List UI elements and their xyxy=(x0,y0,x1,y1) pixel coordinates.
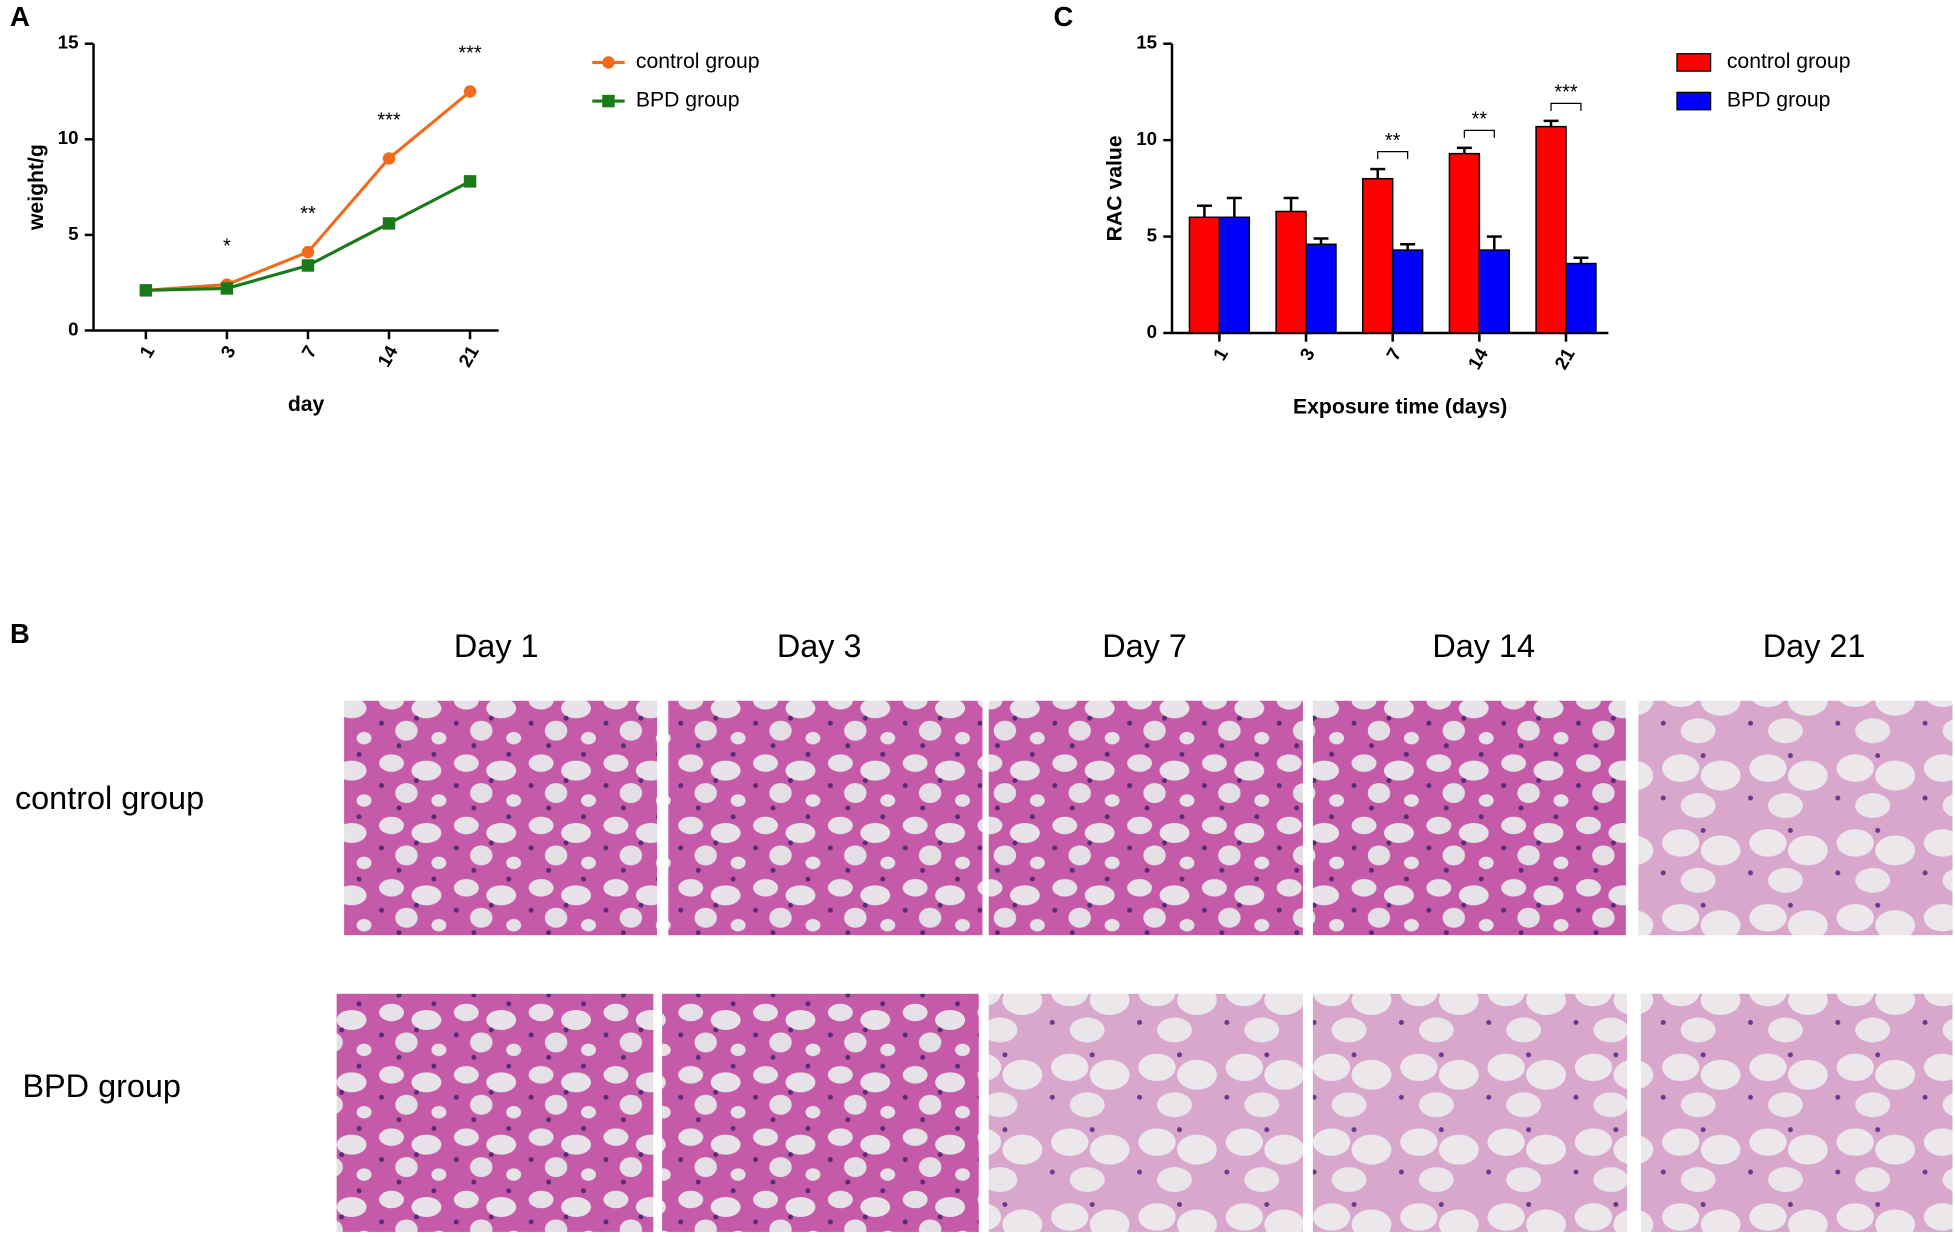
micrograph xyxy=(336,993,654,1232)
bar xyxy=(1305,243,1337,334)
marker xyxy=(463,85,477,98)
legend-marker xyxy=(602,56,615,69)
significance: *** xyxy=(377,109,401,131)
y-tick-label: 15 xyxy=(58,32,79,53)
bar xyxy=(1478,249,1511,334)
panel-label: C xyxy=(1054,1,1074,32)
x-tick-label: 1 xyxy=(1209,344,1232,364)
x-tick-label: 14 xyxy=(373,341,402,370)
legend-marker xyxy=(602,94,615,108)
marker xyxy=(220,282,234,295)
bar xyxy=(1188,216,1221,334)
micrograph xyxy=(1640,993,1953,1232)
x-tick-label: 3 xyxy=(1295,344,1318,364)
bar xyxy=(1275,210,1307,334)
x-tick-label: 21 xyxy=(1550,344,1579,373)
micrograph xyxy=(988,700,1303,936)
y-axis-label: weight/g xyxy=(25,144,48,231)
marker xyxy=(139,284,153,297)
bar xyxy=(1391,249,1424,334)
y-tick-label: 5 xyxy=(68,223,78,244)
y-tick-label: 10 xyxy=(58,127,79,148)
column-heading: Day 1 xyxy=(454,628,539,664)
column-heading: Day 3 xyxy=(777,628,862,664)
column-heading: Day 21 xyxy=(1763,628,1866,664)
marker xyxy=(382,217,396,230)
legend-swatch xyxy=(1676,91,1712,111)
significance-bracket xyxy=(1377,150,1409,160)
y-tick-label: 15 xyxy=(1136,32,1157,53)
significance: * xyxy=(223,235,231,257)
legend-swatch xyxy=(1676,53,1712,72)
data-line xyxy=(145,179,471,292)
panel-label: A xyxy=(10,1,30,32)
bar xyxy=(1565,262,1597,334)
marker xyxy=(301,245,315,259)
significance-bracket xyxy=(1463,129,1495,138)
x-axis-label: day xyxy=(288,393,325,416)
legend-label: BPD group xyxy=(636,89,740,112)
y-tick-label: 0 xyxy=(68,318,78,339)
marker xyxy=(382,152,396,165)
panel-label: B xyxy=(10,618,30,649)
bar xyxy=(1448,152,1481,334)
significance: *** xyxy=(458,42,482,64)
micrograph xyxy=(662,993,979,1232)
significance: ** xyxy=(1472,109,1488,131)
significance-bracket xyxy=(1550,102,1582,111)
bar xyxy=(1218,216,1251,334)
y-axis-label: RAC value xyxy=(1103,135,1126,241)
x-tick-label: 3 xyxy=(216,342,239,362)
micrograph xyxy=(1638,700,1953,936)
column-heading: Day 7 xyxy=(1102,628,1187,664)
micrograph xyxy=(668,700,983,936)
bar xyxy=(1362,177,1394,334)
marker xyxy=(463,175,477,188)
x-axis-label: Exposure time (days) xyxy=(1293,395,1507,418)
micrograph xyxy=(1312,993,1628,1232)
y-tick-label: 5 xyxy=(1147,224,1157,245)
significance: *** xyxy=(1554,82,1578,104)
micrograph xyxy=(1312,700,1626,936)
y-tick-label: 0 xyxy=(1147,321,1157,342)
micrographs xyxy=(336,700,1953,1232)
micrograph xyxy=(344,700,658,936)
x-tick-label: 14 xyxy=(1463,344,1492,373)
x-tick-label: 21 xyxy=(454,342,483,371)
micrograph xyxy=(988,993,1303,1232)
marker xyxy=(301,259,315,272)
bar xyxy=(1535,125,1567,334)
row-heading: control group xyxy=(15,780,204,816)
y-tick-label: 10 xyxy=(1136,128,1157,149)
row-heading: BPD group xyxy=(22,1068,181,1104)
legend-label: control group xyxy=(636,50,760,73)
legend-label: BPD group xyxy=(1727,89,1831,112)
significance: ** xyxy=(1385,130,1401,152)
significance: ** xyxy=(300,203,316,225)
legend-label: control group xyxy=(1727,50,1851,73)
x-tick-label: 7 xyxy=(1382,344,1405,364)
column-heading: Day 14 xyxy=(1432,628,1535,664)
x-tick-label: 7 xyxy=(297,342,320,362)
x-tick-label: 1 xyxy=(135,342,158,362)
